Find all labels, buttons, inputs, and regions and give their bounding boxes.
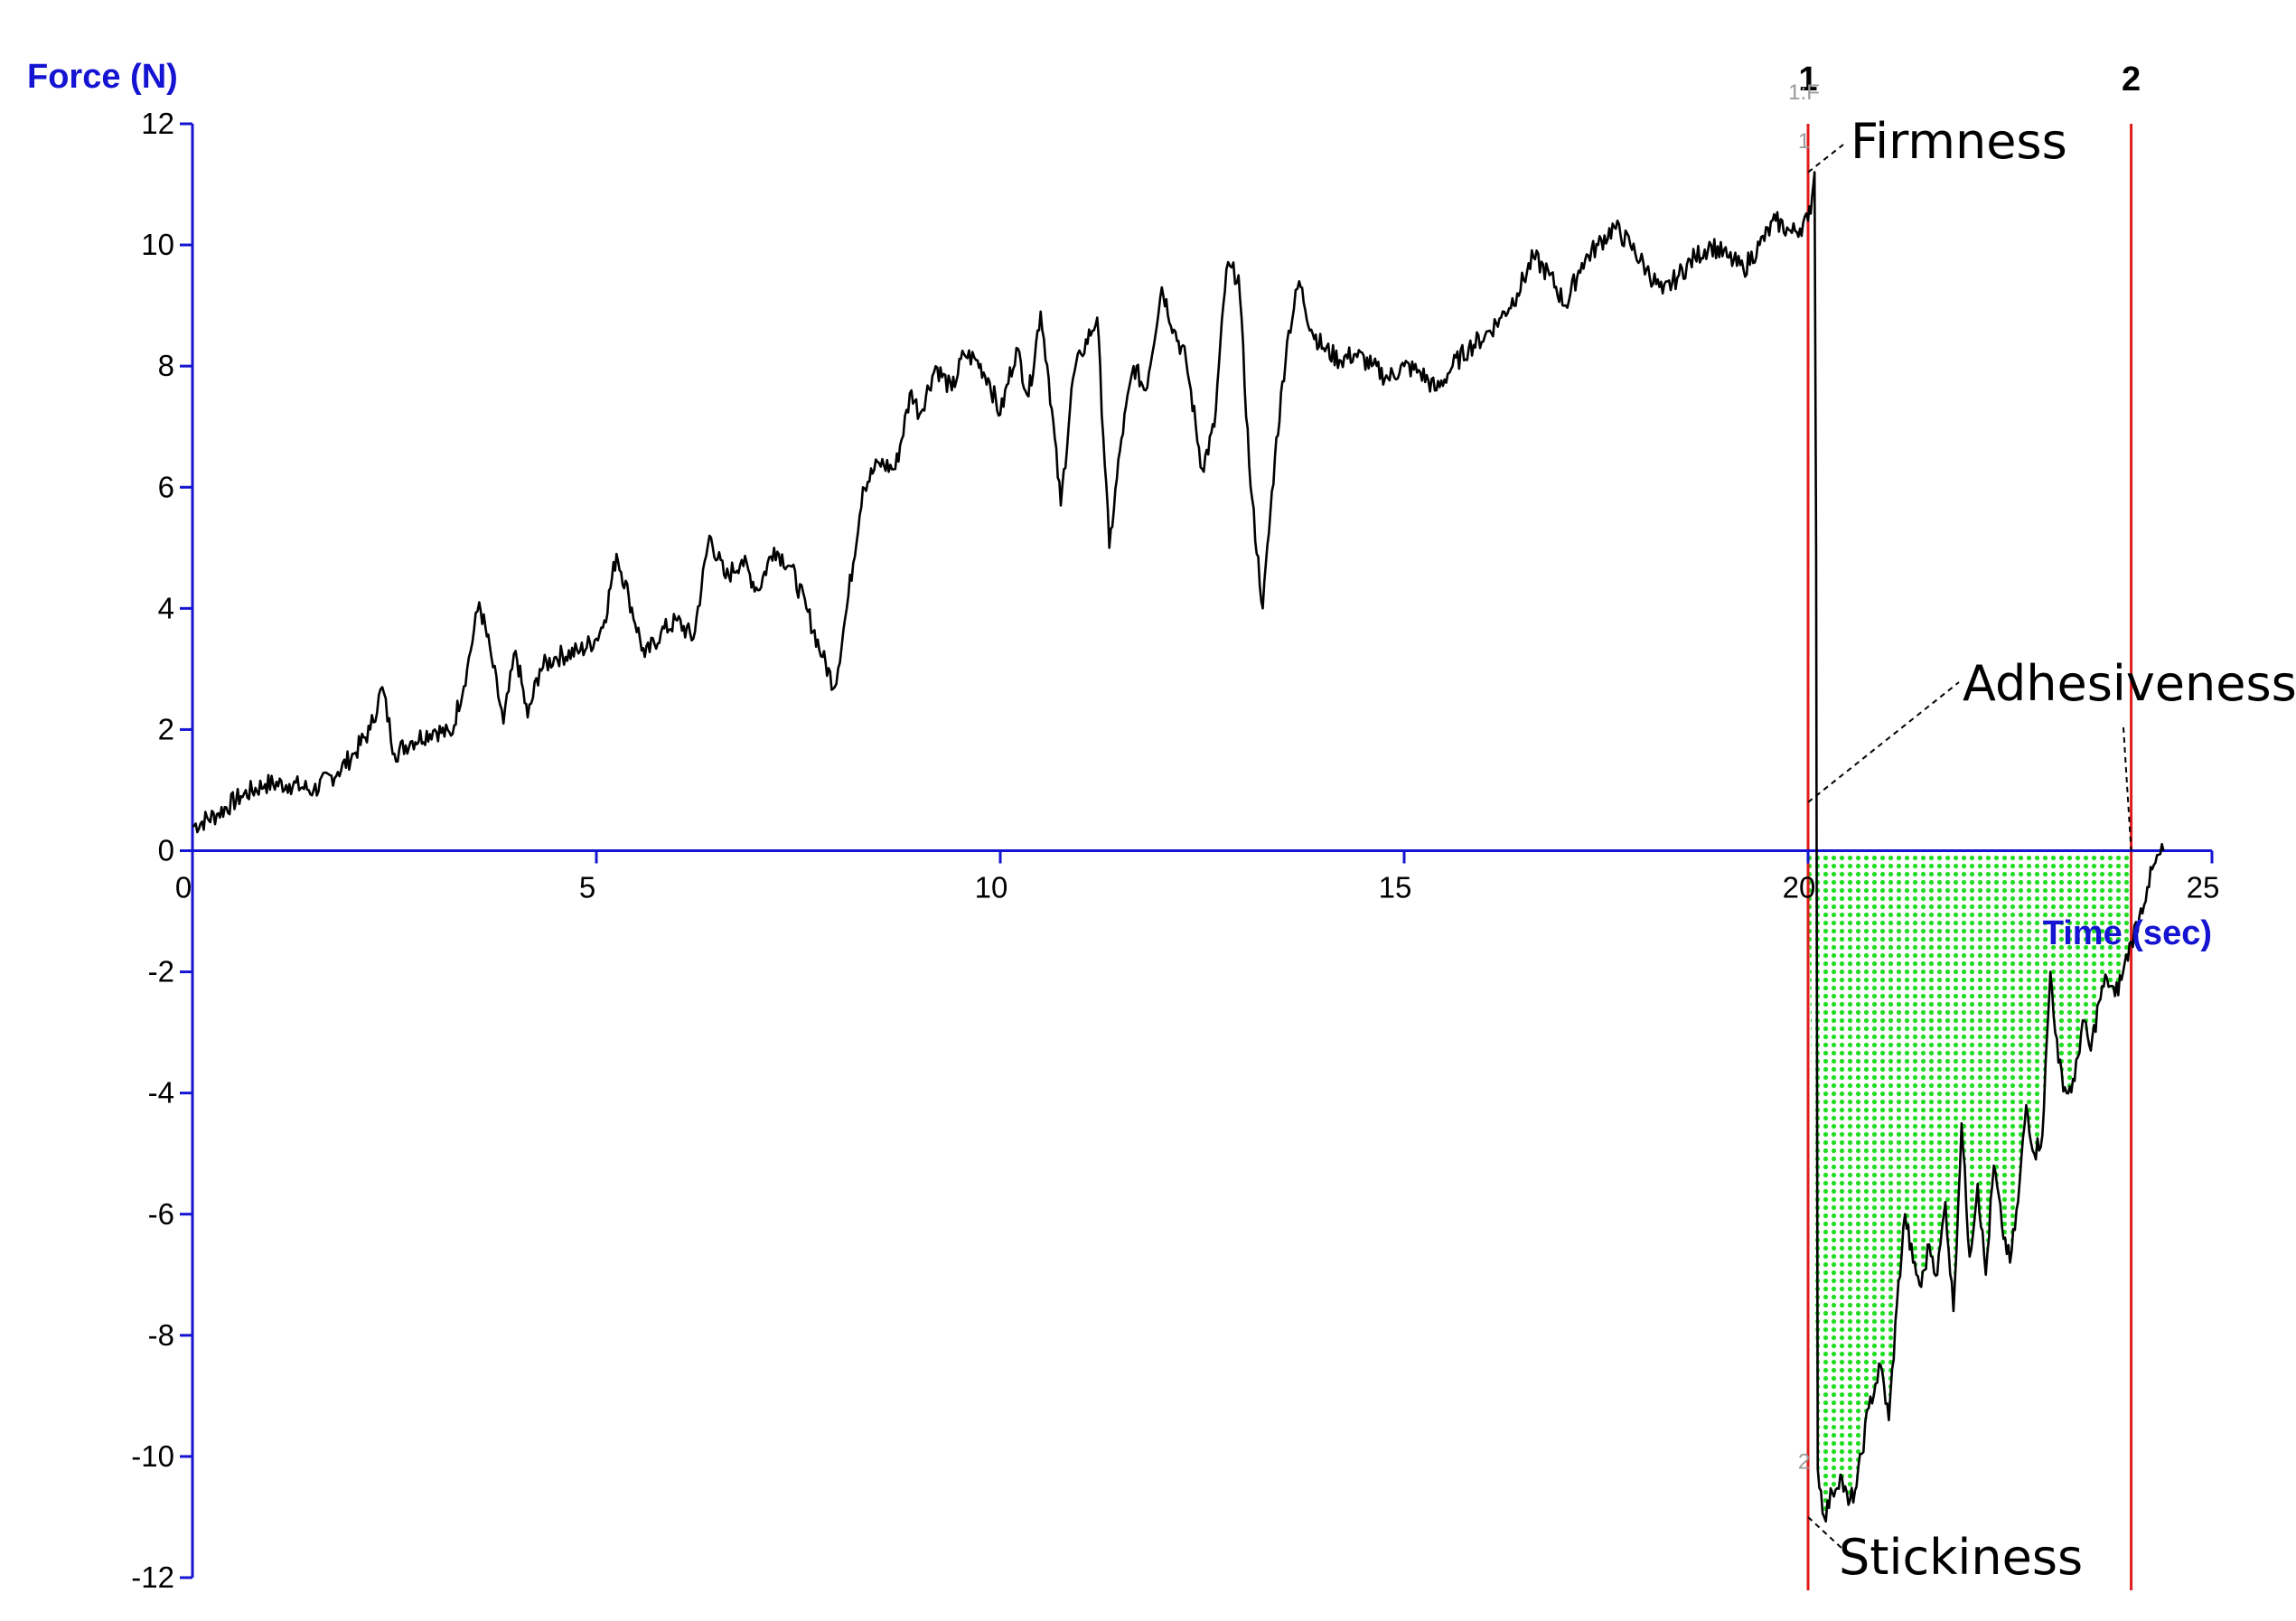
x-tick-label: 10 bbox=[975, 871, 1008, 904]
y-tick-label: 4 bbox=[158, 591, 174, 624]
annotation-leader bbox=[1807, 681, 1960, 803]
annotation-leader bbox=[1807, 144, 1844, 173]
x-tick-label: 15 bbox=[1379, 871, 1412, 904]
marker-label-2: 2 bbox=[2122, 61, 2141, 98]
y-tick-label: 12 bbox=[141, 107, 174, 140]
adhesiveness-shaded-area bbox=[1808, 850, 2132, 1517]
y-tick-label: 6 bbox=[158, 470, 174, 503]
series-line bbox=[192, 171, 2165, 1523]
y-tick-label: -8 bbox=[148, 1318, 174, 1352]
y-tick-label: 2 bbox=[158, 712, 174, 745]
force-curve bbox=[192, 171, 2165, 1523]
annotation-leader bbox=[1807, 1516, 1844, 1551]
y-tick-label: -12 bbox=[131, 1560, 174, 1594]
x-axis-title: Time (sec) bbox=[2043, 914, 2212, 952]
x-tick-label: 20 bbox=[1783, 871, 1816, 904]
shaded-area bbox=[1808, 850, 2132, 1517]
marker-label-1: 1 bbox=[1798, 61, 1817, 98]
x-tick-label: 25 bbox=[2187, 871, 2220, 904]
y-tick-label: 10 bbox=[141, 228, 174, 261]
point-tag: 1:F bbox=[1788, 80, 1820, 105]
annotation-adhesiveness: Adhesiveness bbox=[1963, 655, 2296, 712]
annotation-firmness: Firmness bbox=[1851, 113, 2067, 170]
y-tick-label: -10 bbox=[131, 1439, 174, 1473]
point-tag: 2 bbox=[1798, 1449, 1810, 1474]
annotations: Firmness Adhesiveness Stickiness 1:F 1 2 bbox=[1788, 80, 2296, 1586]
x-tick-label: 0 bbox=[175, 871, 192, 904]
y-tick-label: -2 bbox=[148, 955, 174, 989]
y-tick-label: -4 bbox=[148, 1076, 174, 1110]
point-tag: 1 bbox=[1798, 129, 1810, 154]
annotation-stickiness: Stickiness bbox=[1839, 1529, 2083, 1586]
y-tick-label: -6 bbox=[148, 1197, 174, 1231]
y-tick-label: 0 bbox=[158, 834, 174, 867]
x-tick-label: 5 bbox=[579, 871, 595, 904]
y-tick-label: 8 bbox=[158, 349, 174, 382]
y-axis-title: Force (N) bbox=[27, 58, 178, 96]
annotation-leader bbox=[2123, 726, 2132, 851]
